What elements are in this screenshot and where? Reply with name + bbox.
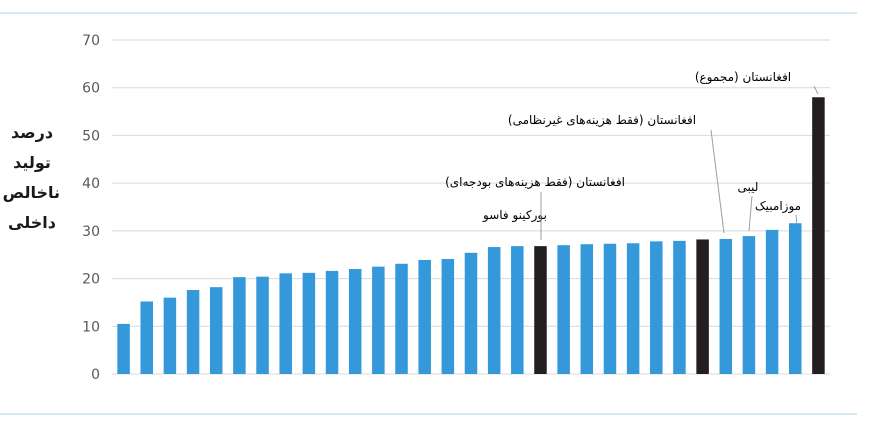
- bar: [742, 236, 756, 374]
- bar-highlighted: [696, 239, 709, 374]
- bar: [626, 243, 640, 374]
- y-axis-label-line: درصد: [10, 123, 54, 142]
- annotation-label: بورکینو فاسو: [482, 208, 547, 223]
- bar: [603, 243, 617, 374]
- bar: [789, 223, 802, 374]
- annotation-leader-line: [813, 85, 819, 95]
- y-tick-label: 30: [82, 224, 100, 240]
- bar: [580, 244, 594, 374]
- bar: [117, 323, 130, 374]
- bar: [650, 241, 663, 374]
- bar: [279, 273, 292, 374]
- bar: [256, 276, 269, 374]
- y-tick-label: 40: [82, 176, 100, 192]
- bar: [233, 277, 246, 374]
- y-axis-ticks: 0 10 20 30 40 50 60 70: [82, 33, 100, 383]
- annotation-leader-line: [710, 129, 725, 234]
- bar: [487, 247, 501, 374]
- bar: [325, 270, 339, 374]
- annotation-label: موزامبیک: [755, 199, 801, 214]
- annotations: بورکینو فاسو افغانستان (فقط هزینه‌های بود…: [445, 70, 819, 240]
- annotation-label: افغانستان (فقط هزینه‌های غیرنظامی): [508, 113, 696, 128]
- y-tick-label: 10: [82, 319, 100, 335]
- y-axis-label-line: داخلی: [8, 213, 56, 232]
- bar: [441, 259, 455, 374]
- y-axis-label-line: تولید: [13, 153, 51, 172]
- y-tick-label: 0: [91, 367, 100, 383]
- bar: [372, 266, 385, 374]
- y-axis-label: درصد تولید ناخالص داخلی: [2, 118, 60, 238]
- bar: [302, 272, 316, 374]
- y-tick-label: 70: [82, 33, 100, 49]
- bar: [557, 245, 570, 374]
- y-tick-label: 50: [82, 128, 100, 144]
- bar-highlighted: [534, 246, 547, 374]
- y-tick-label: 20: [82, 272, 100, 288]
- bar: [673, 240, 686, 374]
- bar-highlighted: [812, 97, 825, 374]
- bars: [117, 97, 825, 374]
- bar: [186, 290, 200, 374]
- y-axis-label-line: ناخالص: [2, 183, 60, 202]
- bar: [140, 301, 153, 374]
- bar: [163, 297, 177, 374]
- bar: [418, 259, 431, 374]
- bar: [464, 252, 478, 374]
- bar: [348, 269, 362, 374]
- bar: [209, 287, 223, 374]
- bar: [719, 238, 733, 374]
- annotation-label: افغانستان (مجموع): [695, 70, 791, 85]
- annotation-label: افغانستان (فقط هزینه‌های بودجه‌ای): [445, 175, 625, 190]
- annotation-leader-line: [748, 195, 753, 232]
- y-tick-label: 60: [82, 81, 100, 97]
- annotation-leader-line: [795, 214, 798, 225]
- bar: [765, 229, 779, 374]
- annotation-label: لیبی: [738, 180, 759, 194]
- bar: [395, 263, 408, 374]
- bar: [511, 246, 524, 374]
